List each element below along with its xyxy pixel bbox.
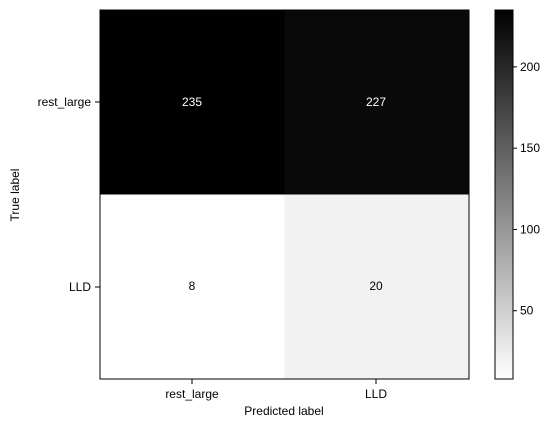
colorbar-tick-label-150: 150: [520, 141, 540, 155]
cell-label-1-1: 20: [369, 279, 383, 293]
colorbar-tick-label-100: 100: [520, 222, 540, 236]
x-tick-label-1: LLD: [365, 387, 387, 401]
cell-label-1-0: 8: [189, 279, 196, 293]
y-axis: rest_large LLD True label: [8, 95, 100, 294]
colorbar-tick-label-200: 200: [520, 60, 540, 74]
heatmap-cell-1-1: [284, 194, 470, 380]
cell-label-0-0: 235: [182, 95, 202, 109]
heatmap-cell-1-0: [100, 194, 285, 380]
cell-label-0-1: 227: [366, 95, 386, 109]
heatmap-cell-0-0: [100, 10, 285, 195]
x-tick-label-0: rest_large: [165, 387, 219, 401]
colorbar-gradient: [495, 10, 513, 379]
colorbar-ticks: 50 100 150 200: [513, 60, 540, 318]
heatmap-cell-0-1: [284, 10, 470, 195]
y-tick-label-0: rest_large: [38, 95, 92, 109]
y-axis-label: True label: [8, 169, 22, 222]
plot-frame: [99, 9, 470, 380]
colorbar-tick-label-50: 50: [520, 304, 534, 318]
colorbar-frame: [494, 9, 514, 380]
heatmap-cells: [100, 10, 470, 380]
y-tick-label-1: LLD: [69, 280, 91, 294]
heatmap-cell-labels: 235 227 8 20: [182, 95, 386, 293]
x-axis-label: Predicted label: [244, 404, 323, 418]
x-axis: rest_large LLD Predicted label: [165, 379, 387, 418]
colorbar: 50 100 150 200: [494, 9, 540, 380]
